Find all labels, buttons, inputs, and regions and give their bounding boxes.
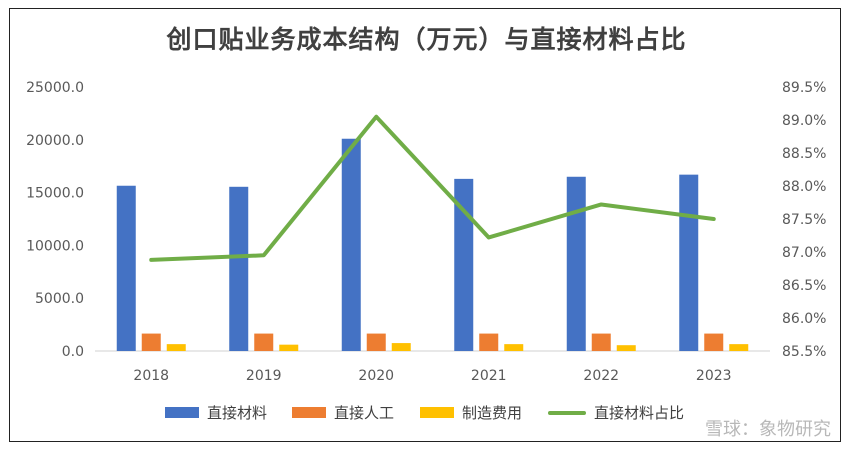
right-tick-label: 88.0% <box>782 179 826 195</box>
left-tick-label: 0.0 <box>62 344 84 360</box>
bar-manufacturing-cost <box>504 344 524 351</box>
right-tick-label: 87.0% <box>782 245 826 261</box>
legend-item: 直接人工 <box>292 402 394 423</box>
bar-direct-labor <box>254 333 274 351</box>
right-tick-label: 86.0% <box>782 311 826 327</box>
bar-manufacturing-cost <box>166 344 186 351</box>
x-tick-label: 2023 <box>696 368 732 384</box>
legend-swatch <box>548 410 586 415</box>
right-tick-label: 89.0% <box>782 113 826 129</box>
bar-direct-material <box>229 186 249 351</box>
legend-label: 直接材料 <box>207 404 268 422</box>
left-tick-label: 5000.0 <box>35 291 84 307</box>
bar-direct-labor <box>366 333 386 351</box>
left-tick-label: 15000.0 <box>26 186 84 202</box>
chart-title: 创口贴业务成本结构（万元）与直接材料占比 <box>166 25 687 54</box>
right-tick-label: 86.5% <box>782 278 826 294</box>
legend-item: 直接材料 <box>165 402 267 423</box>
bar-direct-material <box>566 176 586 351</box>
x-tick-label: 2020 <box>358 368 394 384</box>
bar-direct-material <box>679 174 699 351</box>
legend-item: 直接材料占比 <box>548 402 684 423</box>
bar-direct-labor <box>704 333 724 351</box>
bar-direct-material <box>116 185 136 351</box>
bar-direct-material <box>454 178 474 351</box>
legend-swatch <box>292 407 326 418</box>
bar-direct-labor <box>141 333 161 351</box>
chart-legend: 直接材料 直接人工 制造费用 直接材料占比 <box>0 402 853 422</box>
bar-direct-labor <box>591 333 611 351</box>
bar-manufacturing-cost <box>616 345 636 351</box>
x-tick-label: 2021 <box>471 368 507 384</box>
right-tick-label: 85.5% <box>782 344 826 360</box>
legend-swatch <box>165 407 199 418</box>
legend-item: 制造费用 <box>420 402 522 423</box>
legend-label: 直接材料占比 <box>594 404 685 422</box>
chart-frame <box>9 8 841 442</box>
line-series-material-ratio <box>149 114 716 262</box>
legend-label: 制造费用 <box>462 404 523 422</box>
legend-swatch <box>420 407 454 418</box>
x-tick-label: 2019 <box>246 368 282 384</box>
bar-manufacturing-cost <box>729 344 749 351</box>
x-tick-label: 2022 <box>583 368 619 384</box>
watermark-text: 雪球：象物研究 <box>705 419 831 440</box>
right-tick-label: 87.5% <box>782 212 826 228</box>
bar-direct-labor <box>479 333 499 351</box>
bar-manufacturing-cost <box>279 344 299 351</box>
legend-label: 直接人工 <box>334 404 395 422</box>
left-tick-label: 10000.0 <box>26 238 84 254</box>
bar-direct-material <box>341 138 361 351</box>
right-tick-label: 89.5% <box>782 80 826 96</box>
left-tick-label: 20000.0 <box>26 133 84 149</box>
x-tick-label: 2018 <box>133 368 169 384</box>
right-tick-label: 88.5% <box>782 146 826 162</box>
left-tick-label: 25000.0 <box>26 80 84 96</box>
bar-manufacturing-cost <box>391 343 411 351</box>
